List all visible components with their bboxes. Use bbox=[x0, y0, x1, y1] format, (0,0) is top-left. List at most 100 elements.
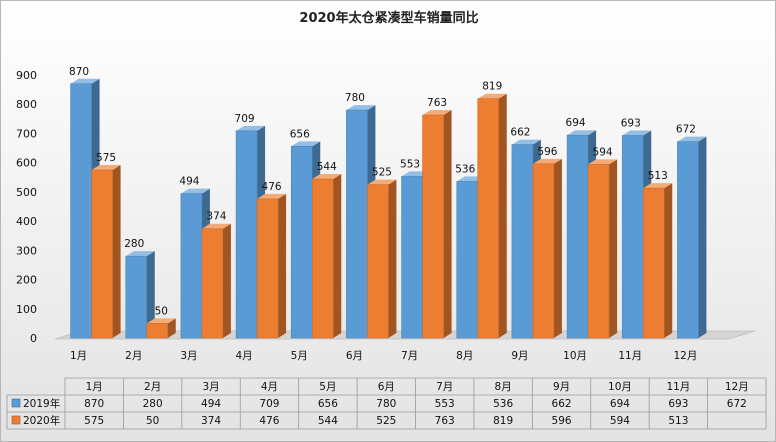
x-tick-label: 9月 bbox=[511, 350, 528, 362]
bar-series-1 bbox=[235, 130, 258, 339]
bar-side bbox=[112, 164, 121, 338]
bar-series-2 bbox=[256, 198, 279, 339]
data-label: 780 bbox=[345, 92, 365, 104]
y-tick-label: 100 bbox=[16, 303, 37, 316]
data-label: 536 bbox=[455, 163, 475, 175]
bar-side bbox=[222, 223, 231, 338]
bar-series-1 bbox=[180, 193, 203, 339]
x-tick-label: 3月 bbox=[180, 350, 197, 362]
bar-top bbox=[622, 130, 652, 136]
data-label: 656 bbox=[290, 128, 310, 140]
x-tick-label: 8月 bbox=[456, 350, 473, 362]
bar-series-2 bbox=[532, 163, 555, 339]
data-label: 50 bbox=[155, 305, 168, 317]
x-tick-label: 2月 bbox=[125, 350, 142, 362]
bar-side bbox=[388, 179, 397, 338]
bar-series-2 bbox=[422, 114, 444, 339]
bar-top bbox=[70, 78, 100, 84]
bar-top bbox=[477, 93, 507, 99]
x-tick-label: 5月 bbox=[291, 350, 308, 362]
data-label: 594 bbox=[593, 146, 613, 158]
y-tick-label: 900 bbox=[16, 69, 37, 82]
table-value-cell: 709 bbox=[259, 398, 279, 410]
data-label: 494 bbox=[179, 176, 199, 188]
bar-top bbox=[588, 159, 618, 165]
table-value-cell: 870 bbox=[84, 398, 104, 410]
legend-label: 2019年 bbox=[23, 397, 60, 410]
table-value-cell: 819 bbox=[493, 415, 513, 427]
bar-top bbox=[125, 251, 155, 257]
bar-series-2 bbox=[642, 187, 665, 339]
bar-series-2 bbox=[367, 184, 389, 339]
bar-series-2 bbox=[201, 228, 224, 339]
data-label: 672 bbox=[676, 124, 696, 136]
table-header-cell: 2月 bbox=[144, 381, 161, 393]
data-label: 525 bbox=[372, 167, 392, 179]
bar-series-2 bbox=[477, 98, 500, 339]
x-tick-label: 10月 bbox=[563, 350, 587, 362]
table-value-cell: 656 bbox=[318, 398, 338, 410]
bar-series-2 bbox=[587, 164, 610, 339]
bar-side bbox=[278, 193, 287, 338]
data-label: 513 bbox=[648, 170, 668, 182]
table-header-cell: 4月 bbox=[261, 381, 278, 393]
y-tick-label: 200 bbox=[16, 274, 37, 287]
bar-side bbox=[167, 318, 176, 338]
data-label: 280 bbox=[124, 238, 144, 250]
table-value-cell: 374 bbox=[201, 415, 221, 427]
y-tick-label: 800 bbox=[16, 98, 37, 111]
bar-top bbox=[677, 136, 707, 142]
bar-side bbox=[333, 174, 342, 338]
table-value-cell: 544 bbox=[318, 415, 338, 427]
y-tick-label: 400 bbox=[16, 215, 37, 228]
table-value-cell: 594 bbox=[610, 415, 630, 427]
table-header-cell: 6月 bbox=[378, 381, 395, 393]
chart-title: 2020年太仓紧凑型车销量同比 bbox=[299, 11, 479, 26]
bar-series-1 bbox=[346, 109, 368, 339]
table-value-cell: 494 bbox=[201, 398, 221, 410]
bar-series-2 bbox=[311, 178, 334, 339]
y-tick-label: 300 bbox=[16, 244, 37, 257]
data-label: 476 bbox=[262, 181, 282, 193]
bar-series-2 bbox=[91, 169, 113, 339]
table-header-cell: 11月 bbox=[666, 381, 690, 393]
x-tick-label: 12月 bbox=[673, 350, 697, 362]
bar-side bbox=[664, 183, 673, 338]
data-label: 819 bbox=[482, 81, 502, 93]
table-header-cell: 7月 bbox=[436, 381, 453, 393]
legend-swatch bbox=[11, 415, 21, 425]
bar-top bbox=[201, 223, 231, 229]
bar-top bbox=[532, 158, 562, 164]
table-header-cell: 10月 bbox=[608, 381, 632, 393]
bar-side bbox=[443, 110, 452, 339]
bar-series-1 bbox=[621, 135, 644, 339]
table-header-cell: 8月 bbox=[495, 381, 512, 393]
table-value-cell: 780 bbox=[376, 398, 396, 410]
bar-side bbox=[146, 251, 155, 338]
x-tick-label: 7月 bbox=[401, 350, 418, 362]
bar-series-1 bbox=[401, 176, 423, 339]
data-label: 763 bbox=[427, 97, 447, 109]
bar-series-1 bbox=[511, 144, 534, 339]
table-header-cell: 5月 bbox=[319, 381, 336, 393]
data-label: 544 bbox=[317, 161, 337, 173]
bar-series-1 bbox=[566, 134, 589, 339]
table-value-cell: 662 bbox=[552, 398, 572, 410]
bar-top bbox=[91, 164, 121, 170]
bar-series-1 bbox=[677, 141, 699, 339]
legend-swatch bbox=[11, 398, 21, 408]
table-value-cell: 476 bbox=[259, 415, 279, 427]
bar-top bbox=[257, 193, 287, 199]
data-label: 662 bbox=[510, 127, 530, 139]
data-label: 596 bbox=[537, 146, 557, 158]
y-tick-label: 0 bbox=[30, 332, 37, 345]
bar-top bbox=[236, 125, 266, 131]
x-tick-label: 11月 bbox=[618, 350, 642, 362]
bar-top bbox=[346, 105, 376, 111]
data-label: 693 bbox=[621, 118, 641, 130]
data-label: 870 bbox=[69, 66, 89, 78]
table-value-cell: 536 bbox=[493, 398, 513, 410]
table-value-cell: 525 bbox=[376, 415, 396, 427]
bar-top bbox=[511, 139, 541, 145]
